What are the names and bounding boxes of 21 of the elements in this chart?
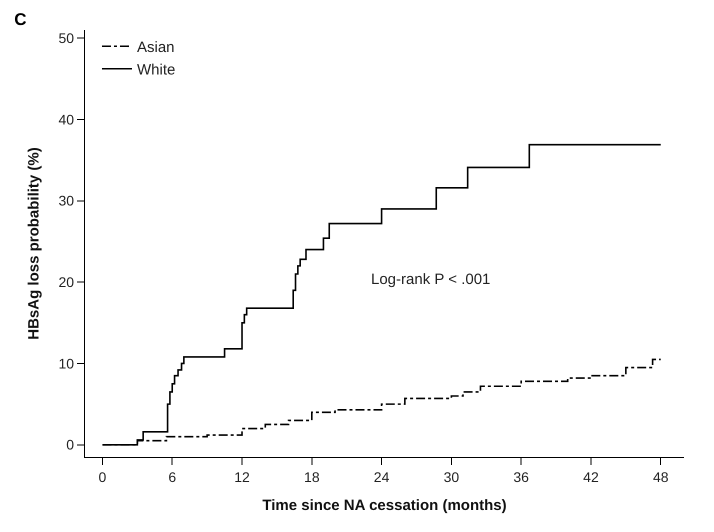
y-tick-label: 0 [66,436,74,453]
x-tick-label: 12 [234,468,250,485]
x-tick-label: 18 [304,468,320,485]
x-tick-label: 24 [374,468,390,485]
y-tick-label: 40 [58,111,74,128]
x-tick-label: 0 [98,468,107,485]
x-tick-label: 48 [652,468,669,485]
x-tick-label: 36 [513,468,530,485]
y-axis-title: HBsAg loss probability (%) [26,147,43,340]
x-tick-label: 30 [444,468,460,485]
legend-label: White [136,62,176,79]
y-tick-label: 30 [58,192,74,209]
x-tick-label: 42 [583,468,599,485]
x-tick-label: 6 [168,468,176,485]
annotation: Log-rank P < .001 [371,271,490,288]
y-tick-label: 20 [58,274,74,290]
y-tick-label: 50 [58,30,74,46]
x-axis-title: Time since NA cessation (months) [262,496,507,514]
chart-title: C [14,10,27,30]
y-tick-label: 10 [58,355,74,372]
legend-label: Asian [136,39,175,56]
